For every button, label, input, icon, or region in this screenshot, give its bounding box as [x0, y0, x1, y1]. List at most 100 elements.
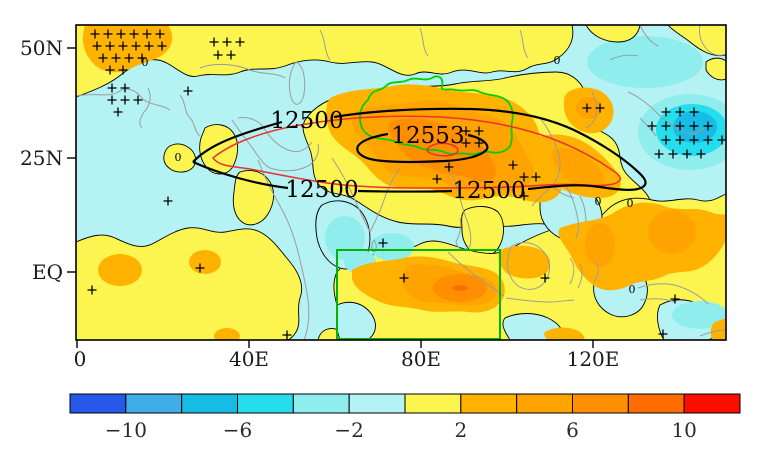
- hatch-plus-mark: [461, 126, 471, 136]
- coastline-sulawesi: [569, 257, 599, 289]
- axis-labels: 50N 25N EQ 0 40E 80E 120E: [20, 36, 619, 371]
- hatch-plus-mark: [508, 160, 518, 170]
- colorbar-tick-label: −6: [223, 418, 252, 442]
- hatch-plus-mark: [116, 29, 126, 39]
- hatch-plus-mark: [519, 191, 529, 201]
- contour-black-12500: [192, 120, 283, 163]
- colorbar-cell: [572, 393, 629, 414]
- hatch-plus-mark: [107, 95, 117, 105]
- coastline-mediterranean: [76, 87, 201, 137]
- hatch-plus-mark: [222, 37, 232, 47]
- positive-patch-egypt: [199, 124, 239, 175]
- hatch-plus-mark: [703, 135, 713, 145]
- hatch-plus-mark: [137, 53, 147, 63]
- negative-core: [672, 301, 726, 329]
- positive-region-africa: [76, 227, 303, 340]
- hatch-plus-mark: [474, 126, 484, 136]
- zero-contour-label: 0: [554, 54, 561, 67]
- hatch-plus-mark: [213, 50, 223, 60]
- colorbar-tick-label: 2: [454, 418, 467, 442]
- contour-layer: [192, 107, 647, 193]
- hatch-plus-mark: [144, 41, 154, 51]
- coastline-philippines: [565, 185, 587, 239]
- hatch-plus-mark: [118, 41, 128, 51]
- map-fill-layer: [76, 25, 726, 340]
- coastline-newguinea: [637, 283, 726, 337]
- warm-core-africa: [98, 254, 142, 286]
- hatch-plus-mark: [670, 294, 680, 304]
- colorbar-tick-label: 10: [671, 418, 696, 442]
- hatch-plus-mark: [98, 53, 108, 63]
- xtick-120e: 120E: [567, 347, 620, 371]
- green-annotation-layer: [336, 75, 514, 340]
- significance-hatch-layer: [87, 29, 726, 340]
- warm-core-nw: [82, 25, 173, 73]
- contour-black-12553: [356, 132, 489, 164]
- hatch-plus-mark: [87, 285, 97, 295]
- colorbar-tick-label: 6: [566, 418, 579, 442]
- hatch-plus-mark: [157, 41, 167, 51]
- hatch-plus-mark: [717, 135, 726, 145]
- contour-value-label: 12500: [452, 178, 525, 204]
- hatch-plus-mark: [582, 103, 592, 113]
- hatch-plus-mark: [675, 121, 685, 131]
- contour-label-layer: 12500 12553 12500 12500 0 0 0 0 0 0: [142, 54, 636, 296]
- hatch-plus-mark: [195, 263, 205, 273]
- hatch-plus-mark: [124, 53, 134, 63]
- warm-core-eastlobe-deep: [551, 148, 605, 189]
- hatch-plus-mark: [696, 149, 706, 159]
- hatch-plus-mark: [131, 41, 141, 51]
- negative-hole-box-sw: [336, 301, 376, 340]
- hatch-plus-mark: [92, 41, 102, 51]
- zero-contour-label: 0: [629, 283, 636, 296]
- warm-core-africa: [214, 328, 240, 340]
- colorbar-cell: [683, 393, 741, 414]
- contour-value-label: 12500: [285, 177, 358, 203]
- coastline-arabia: [231, 117, 319, 172]
- hatch-plus-mark: [531, 172, 541, 182]
- hatch-plus-mark: [105, 41, 115, 51]
- hatch-plus-mark: [540, 273, 550, 283]
- hatch-plus-mark: [675, 107, 685, 117]
- hatch-plus-mark: [103, 29, 113, 39]
- colorbar-cell: [69, 393, 127, 414]
- contour-value-label: 12500: [270, 108, 343, 134]
- hatch-plus-mark: [105, 65, 115, 75]
- contour-red-inner: [426, 142, 459, 157]
- hatch-plus-mark: [129, 29, 139, 39]
- hatch-plus-mark: [163, 196, 173, 206]
- hatch-plus-mark: [658, 329, 668, 339]
- contour-red-12500: [211, 115, 621, 189]
- negative-core: [370, 233, 414, 261]
- zero-contour-label: 0: [627, 197, 634, 210]
- colorbar-cell: [181, 393, 239, 414]
- colorbar-tick-label: −10: [105, 418, 147, 442]
- coastline-rivers-north: [319, 27, 529, 61]
- colorbar-cell: [348, 393, 406, 414]
- hatch-plus-mark: [703, 121, 713, 131]
- zero-contour-label: 0: [142, 56, 149, 69]
- hatch-plus-mark: [399, 273, 409, 283]
- hatch-plus-mark: [142, 29, 152, 39]
- positive-patch-levant: [163, 143, 197, 173]
- hatch-plus-mark: [675, 135, 685, 145]
- positive-patch-east-edge: [705, 57, 726, 81]
- hatch-plus-mark: [461, 138, 471, 148]
- plateau-outline: [359, 75, 514, 156]
- hatch-plus-mark: [474, 138, 484, 148]
- hatch-plus-mark: [120, 83, 130, 93]
- axis-ticks: [67, 47, 594, 348]
- hatch-plus-mark: [661, 135, 671, 145]
- colorbar-tick-label: −2: [334, 418, 363, 442]
- warm-core-eastbox: [498, 245, 551, 279]
- hatch-plus-mark: [118, 65, 128, 75]
- warm-core-bottom: [544, 327, 585, 340]
- colorbar-cell: [237, 393, 294, 414]
- coastline-indochina: [435, 149, 472, 250]
- colorbar-cell: [460, 393, 518, 414]
- hatch-plus-mark: [107, 83, 117, 93]
- warm-core-africa: [189, 250, 221, 274]
- hatch-plus-mark: [90, 29, 100, 39]
- negative-anomaly-blob: [587, 36, 703, 88]
